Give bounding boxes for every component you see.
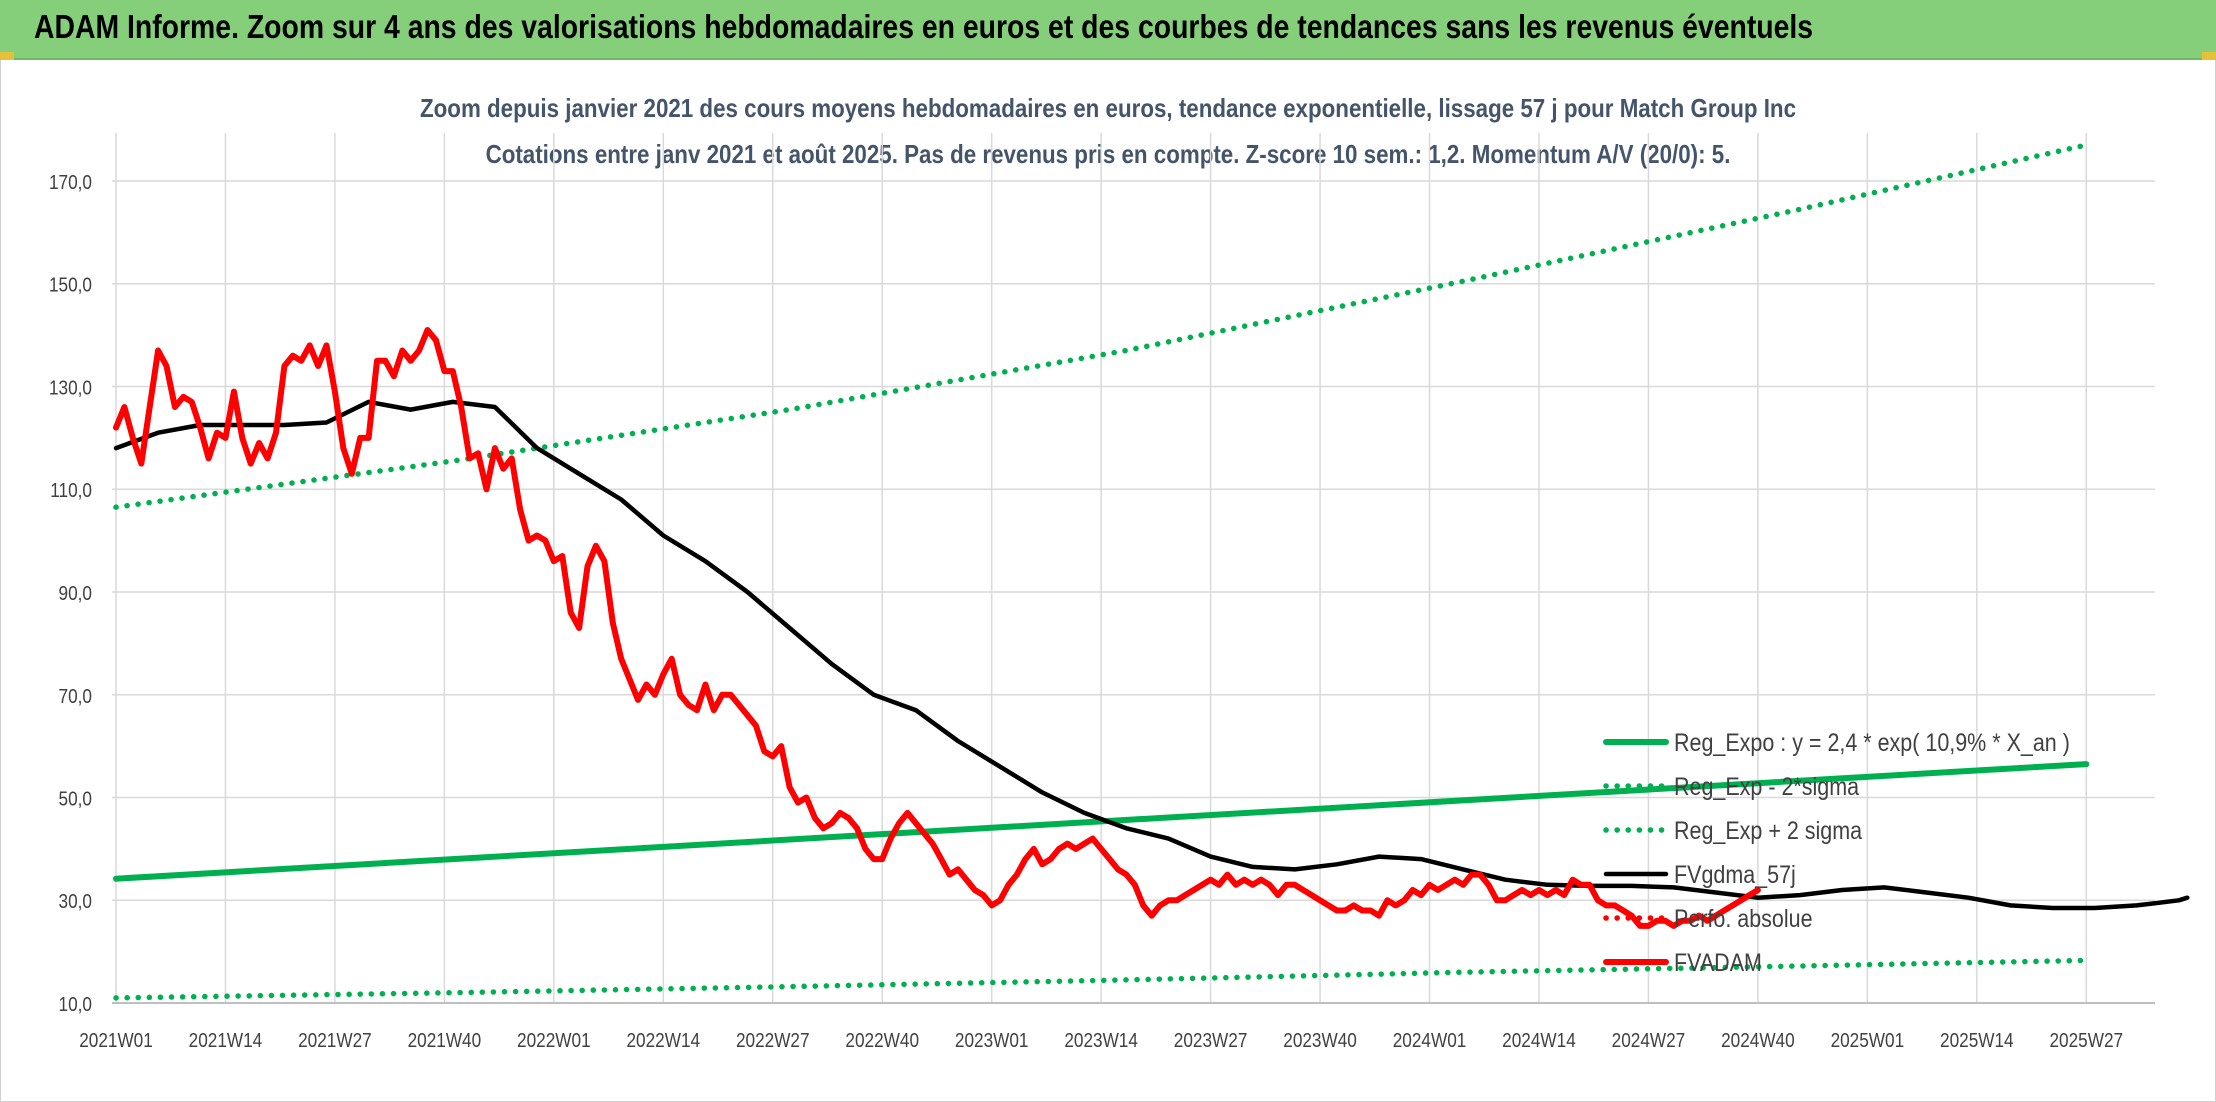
x-tick-label: 2023W27: [1174, 1029, 1248, 1052]
x-tick-label: 2022W14: [627, 1029, 701, 1052]
legend: Reg_Expo : y = 2,4 * exp( 10,9% * X_an )…: [1603, 728, 2070, 976]
x-tick-label: 2024W01: [1393, 1029, 1467, 1052]
y-axis: 10,0 30,0 50,0 70,0 90,0 110,0 130,0 150,0 170,0: [49, 171, 92, 1016]
y-tick-label: 130,0: [49, 376, 92, 399]
y-tick-label: 30,0: [59, 890, 92, 913]
y-tick-label: 170,0: [49, 171, 92, 194]
series-lines: [113, 142, 2190, 1001]
x-tick-label: 2021W01: [79, 1029, 153, 1052]
banner-corner-left: [0, 52, 14, 60]
series-line-reg-exp-2-sigma: [113, 957, 2090, 1001]
x-tick-label: 2021W40: [408, 1029, 482, 1052]
gridlines: [112, 133, 2155, 1004]
x-tick-label: 2024W27: [1612, 1029, 1686, 1052]
y-tick-label: 70,0: [59, 685, 92, 708]
legend-label-reg-exp-2-sigma: Reg_Exp + 2 sigma: [1674, 816, 1862, 844]
header-banner: ADAM Informe. Zoom sur 4 ans des valoris…: [0, 0, 2216, 60]
legend-label-perfo-absolue: Perfo. absolue: [1674, 904, 1813, 932]
y-tick-label: 150,0: [49, 274, 92, 297]
series-line-fvgdma-57j: [113, 399, 2190, 911]
y-tick-label: 90,0: [59, 582, 92, 605]
x-tick-label: 2024W14: [1502, 1029, 1576, 1052]
series-line-fvadam: [113, 327, 1761, 929]
x-tick-label: 2021W27: [298, 1029, 372, 1052]
x-tick-label: 2023W14: [1064, 1029, 1138, 1052]
x-tick-label: 2025W27: [2049, 1029, 2123, 1052]
y-tick-label: 10,0: [59, 993, 92, 1016]
x-tick-label: 2022W01: [517, 1029, 591, 1052]
page-title: ADAM Informe. Zoom sur 4 ans des valoris…: [34, 8, 1814, 45]
x-tick-label: 2021W14: [189, 1029, 263, 1052]
chart-subtitle: Cotations entre janv 2021 et août 2025. …: [486, 140, 1731, 169]
x-tick-label: 2025W01: [1831, 1029, 1905, 1052]
legend-label-fvadam: FVADAM: [1674, 948, 1762, 976]
x-tick-label: 2023W01: [955, 1029, 1029, 1052]
legend-label-reg-expo-y-2-4-exp-10-9-x-an: Reg_Expo : y = 2,4 * exp( 10,9% * X_an ): [1674, 728, 2070, 756]
x-tick-label: 2025W14: [1940, 1029, 2014, 1052]
x-tick-label: 2022W27: [736, 1029, 810, 1052]
x-axis: 2021W01 2021W14 2021W27 2021W40 2022W01 2022W…: [79, 1002, 2155, 1052]
legend-label-reg-exp-2-sigma: Reg_Exp - 2*sigma: [1674, 772, 1859, 800]
y-tick-label: 110,0: [50, 479, 92, 502]
x-tick-label: 2024W40: [1721, 1029, 1795, 1052]
chart-title: Zoom depuis janvier 2021 des cours moyen…: [420, 94, 1796, 123]
legend-label-fvgdma-57j: FVgdma_57j: [1674, 860, 1796, 888]
y-tick-label: 50,0: [59, 787, 92, 810]
banner-corner-right: [2202, 52, 2216, 60]
series-line-reg-exp-2-sigma: [113, 142, 2090, 510]
x-tick-label: 2023W40: [1283, 1029, 1357, 1052]
x-tick-label: 2022W40: [845, 1029, 919, 1052]
